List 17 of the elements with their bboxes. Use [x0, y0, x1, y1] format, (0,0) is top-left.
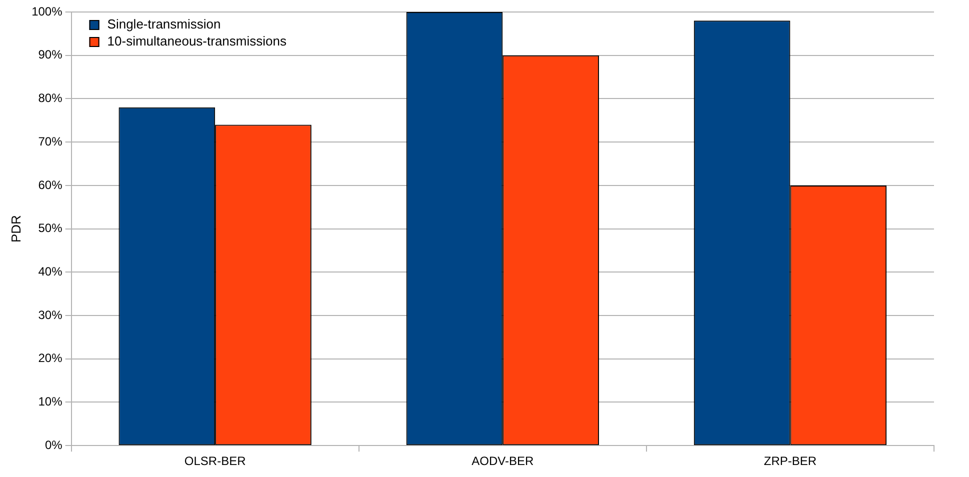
y-tick-label: 40%	[38, 264, 63, 278]
legend-label: Single-transmission	[107, 16, 221, 32]
y-tick-label: 60%	[38, 178, 63, 192]
x-tick-label: ZRP-BER	[764, 454, 817, 468]
y-tick-label: 100%	[32, 4, 63, 18]
y-tick-label: 90%	[38, 48, 63, 62]
legend-label: 10-simultaneous-transmissions	[107, 34, 287, 49]
y-tick-label: 80%	[38, 91, 63, 106]
x-tick-label: OLSR-BER	[184, 454, 246, 468]
y-tick-label: 0%	[44, 438, 63, 452]
y-tick-label: 70%	[38, 134, 63, 148]
y-axis-title: PDR	[8, 215, 24, 243]
x-tick-label: AODV-BER	[472, 454, 534, 468]
y-tick-label: 30%	[38, 308, 63, 322]
y-tick-label: 20%	[38, 351, 63, 366]
y-tick-label: 10%	[38, 394, 63, 409]
y-tick-label: 50%	[38, 221, 63, 236]
